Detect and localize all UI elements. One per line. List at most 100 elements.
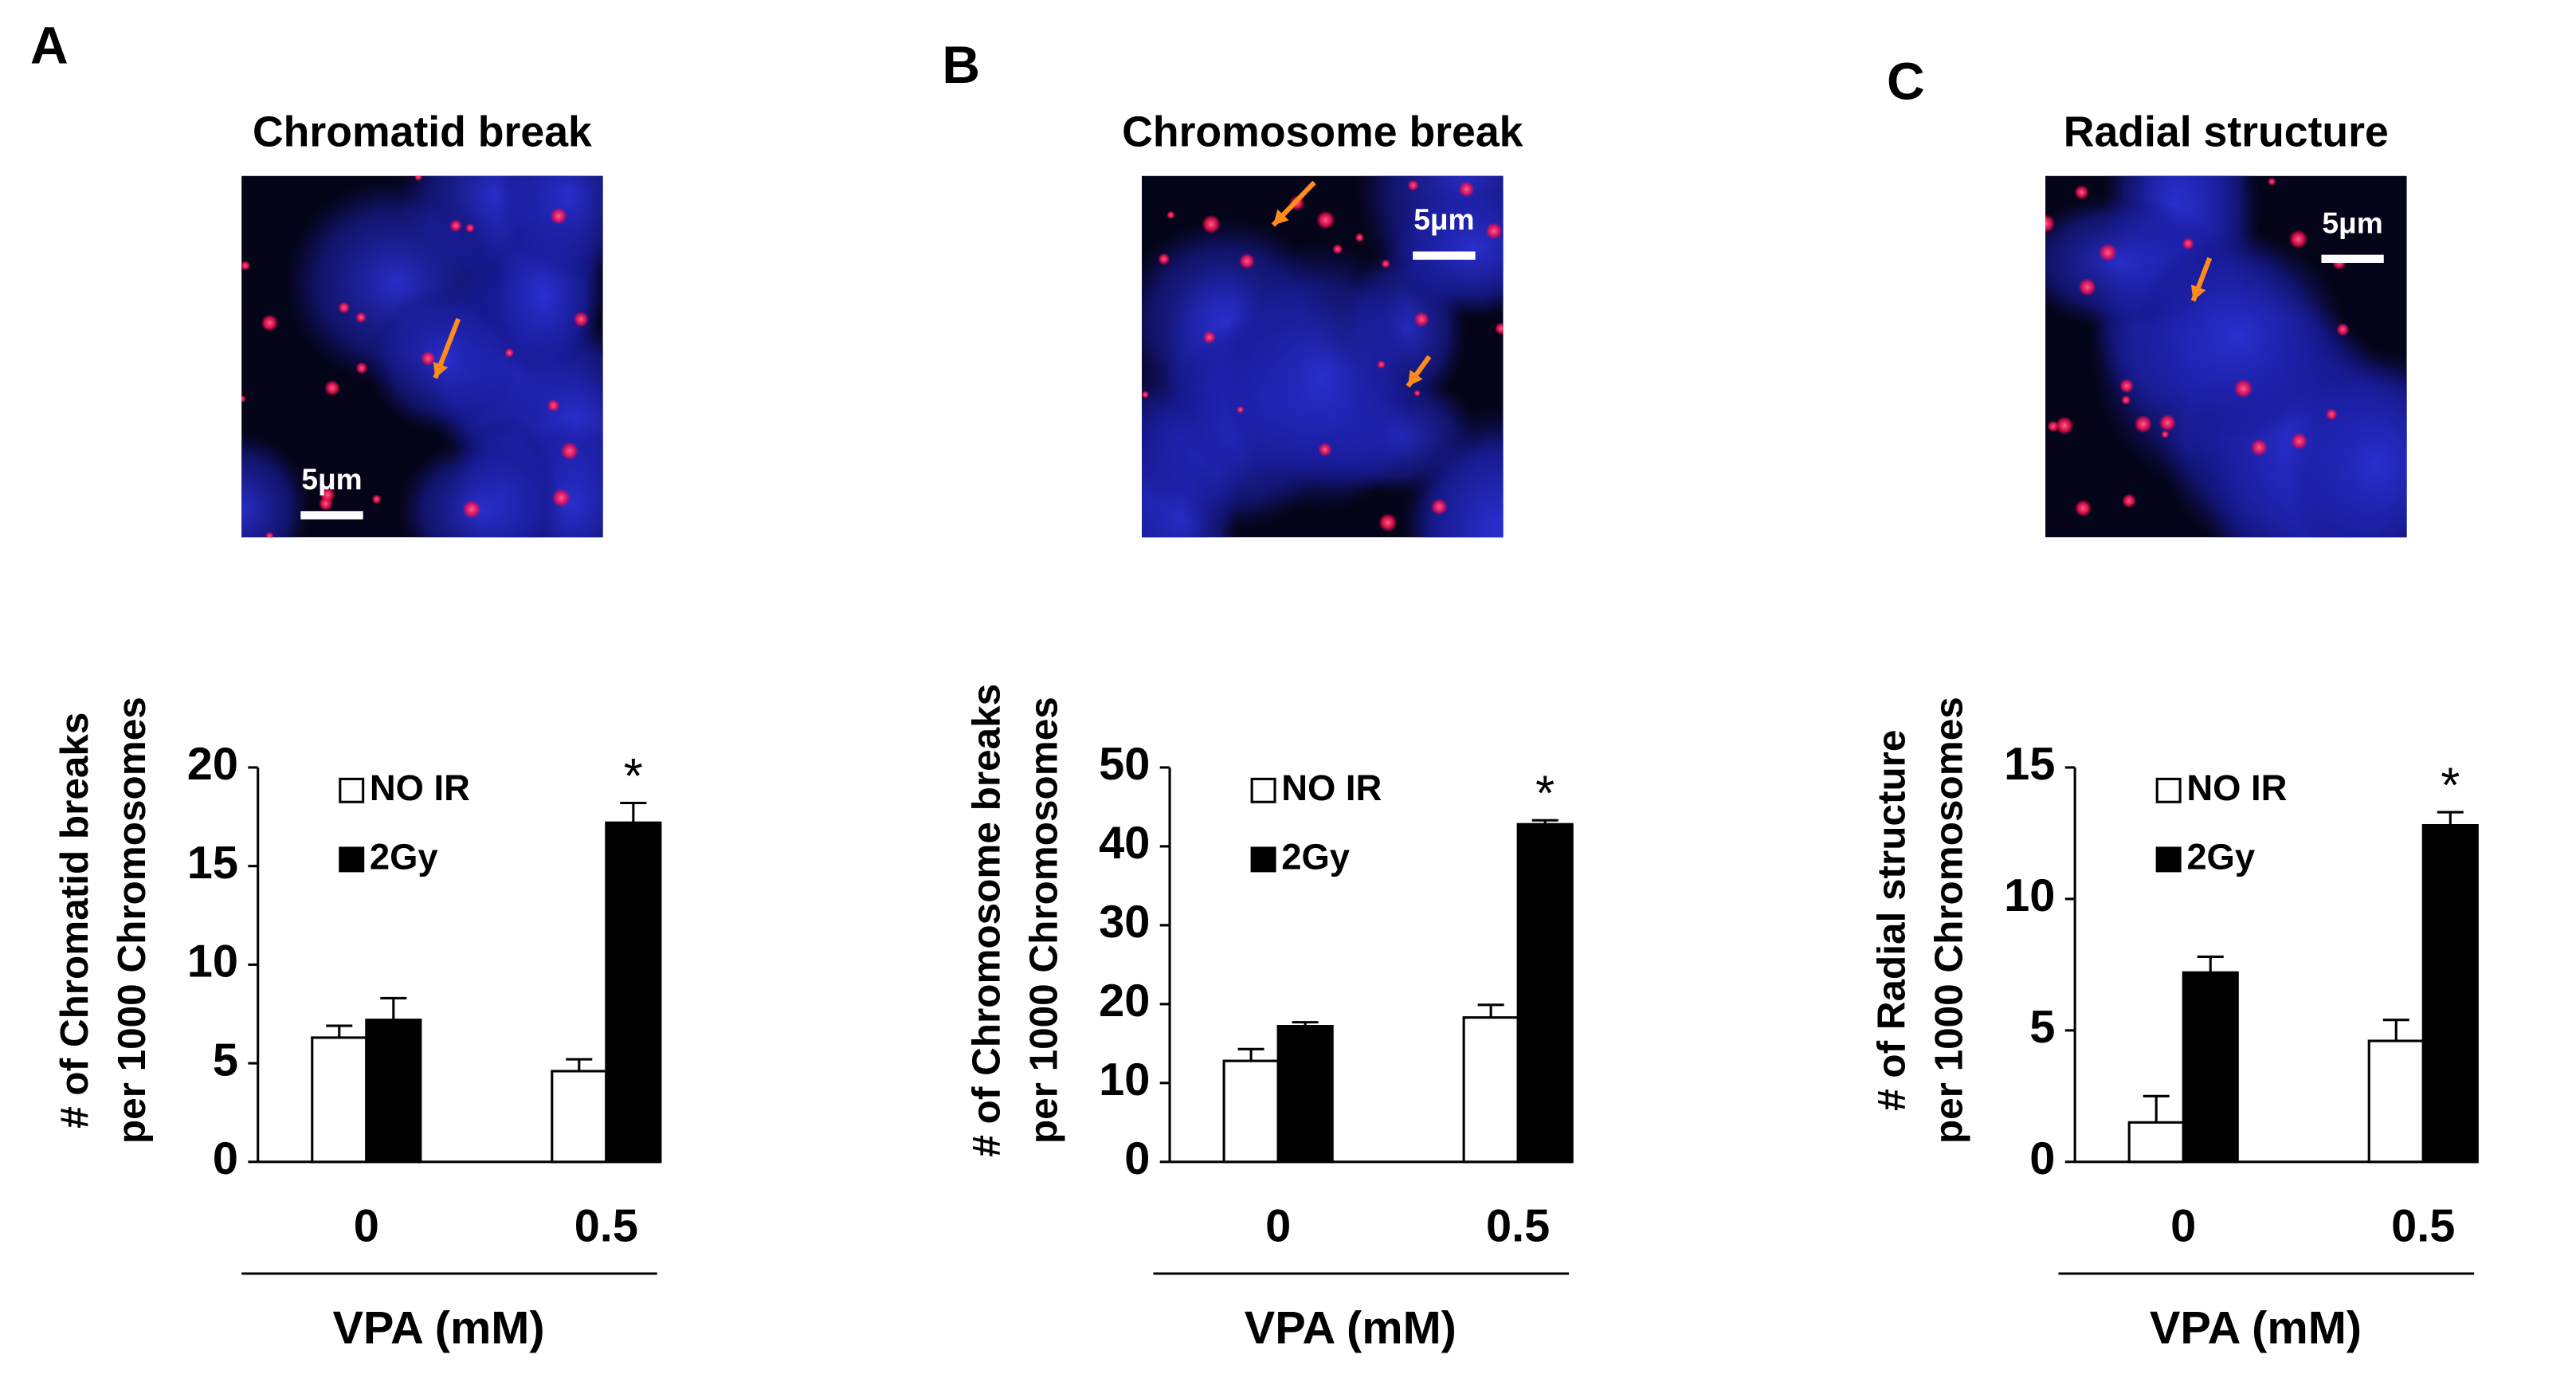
arrow-head <box>433 361 449 379</box>
telomere-dot <box>338 301 351 314</box>
x-tick-label: 0.5 <box>574 1201 638 1252</box>
image-title: Chromatid break <box>253 108 592 155</box>
legend-label: NO IR <box>1281 768 1382 808</box>
telomere-dot <box>1413 312 1429 328</box>
legend-swatch <box>2155 846 2182 873</box>
bar <box>1516 822 1574 1164</box>
scale-label: 5μm <box>1413 202 1474 236</box>
bar <box>365 1019 422 1164</box>
telomere-dot <box>1377 359 1386 369</box>
bar <box>2127 1121 2185 1164</box>
bar <box>605 821 662 1164</box>
chromosome <box>241 434 310 538</box>
telomere-dot <box>265 532 274 538</box>
arrow-head <box>2190 284 2206 301</box>
legend-label: NO IR <box>2186 768 2287 808</box>
y-axis-label: per 1000 Chromosomes <box>1021 697 1065 1144</box>
y-tick-label: 40 <box>1099 818 1150 869</box>
telomere-dot <box>560 442 579 461</box>
y-axis-label: # of Chromatid breaks <box>53 713 96 1129</box>
telomere-dot <box>355 312 367 324</box>
legend-label: 2Gy <box>370 836 438 877</box>
x-axis-label: VPA (mM) <box>1245 1302 1457 1353</box>
telomere-dot <box>1494 322 1504 336</box>
telomere-dot <box>355 362 368 375</box>
chromosome <box>1221 241 1422 513</box>
x-tick-label: 0 <box>1265 1201 1291 1252</box>
telomere-dot <box>1158 253 1170 265</box>
bar <box>1462 1016 1519 1164</box>
chromosome <box>1382 179 1504 317</box>
telomere-dot <box>2098 243 2118 262</box>
telomere-dot <box>1430 498 1448 516</box>
telomere-dot <box>1413 389 1421 397</box>
micrograph <box>1141 175 1504 538</box>
telomere-dot <box>550 207 567 225</box>
y-axis-label: # of Radial structure <box>1869 730 1913 1111</box>
y-tick-label: 0 <box>2029 1133 2055 1184</box>
telomere-dot <box>2336 323 2350 336</box>
bar <box>2421 823 2479 1164</box>
legend-swatch <box>339 846 365 873</box>
legend-swatch <box>2155 777 2182 803</box>
telomere-dot <box>2161 430 2170 439</box>
bar <box>1276 1025 1334 1164</box>
chromosome <box>1407 406 1504 538</box>
scale-bar <box>1413 251 1476 260</box>
telomere-dot <box>324 379 340 396</box>
telomere-dot <box>2325 408 2338 421</box>
telomere-dot <box>1485 222 1503 240</box>
bar <box>2367 1039 2425 1164</box>
telomere-dot <box>1236 406 1245 414</box>
telomere-dot <box>1202 214 1221 234</box>
telomere-dot <box>2288 230 2308 249</box>
telomere-dot <box>1318 442 1332 457</box>
telomere-dot <box>1378 513 1398 532</box>
arrow-head <box>1408 370 1423 387</box>
y-axis-label: per 1000 Chromosomes <box>110 697 154 1144</box>
telomere-dot <box>2055 416 2074 435</box>
image-title: Chromosome break <box>1122 108 1523 155</box>
telomere-dot <box>241 395 246 403</box>
telomere-dot <box>1355 233 1365 242</box>
telomere-dot <box>1458 181 1475 198</box>
scale-label: 5μm <box>2322 206 2382 239</box>
telomere-dot <box>2078 277 2096 296</box>
x-axis-label: VPA (mM) <box>332 1302 544 1353</box>
y-tick-label: 20 <box>1099 976 1150 1027</box>
x-tick-label: 0.5 <box>2391 1201 2455 1252</box>
chromosome <box>2132 232 2346 440</box>
micrograph <box>241 175 603 538</box>
telomere-dot <box>551 488 571 508</box>
telomere-dot <box>573 311 590 328</box>
chromosome <box>496 175 603 282</box>
y-tick-label: 10 <box>187 936 238 987</box>
scale-label: 5μm <box>301 462 362 496</box>
telomere-dot <box>2122 493 2136 508</box>
panel-letter: A <box>30 15 69 74</box>
significance-label: * <box>1535 767 1555 822</box>
telomere-dot <box>1141 391 1150 398</box>
x-axis-label: VPA (mM) <box>2150 1302 2362 1353</box>
legend-swatch <box>1250 846 1276 873</box>
y-tick-label: 5 <box>213 1034 238 1086</box>
y-tick-label: 10 <box>1099 1054 1150 1105</box>
x-tick-label: 0 <box>354 1201 379 1252</box>
legend-label: 2Gy <box>1281 836 1350 877</box>
telomere-dot <box>2182 238 2194 250</box>
telomere-dot <box>2120 395 2131 406</box>
image-title: Radial structure <box>2064 108 2389 155</box>
y-tick-label: 5 <box>2029 1002 2055 1053</box>
legend-label: 2Gy <box>2186 836 2255 877</box>
micrograph <box>2045 175 2407 538</box>
bar <box>311 1036 368 1164</box>
arrow-head <box>1272 209 1289 226</box>
telomere-dot <box>547 398 560 412</box>
telomere-dot <box>1166 210 1175 220</box>
bar <box>1222 1059 1280 1164</box>
telomere-dot <box>2134 414 2153 434</box>
y-axis-label: # of Chromosome breaks <box>964 684 1008 1157</box>
telomere-dot <box>2233 379 2253 398</box>
telomere-dot <box>465 223 475 234</box>
